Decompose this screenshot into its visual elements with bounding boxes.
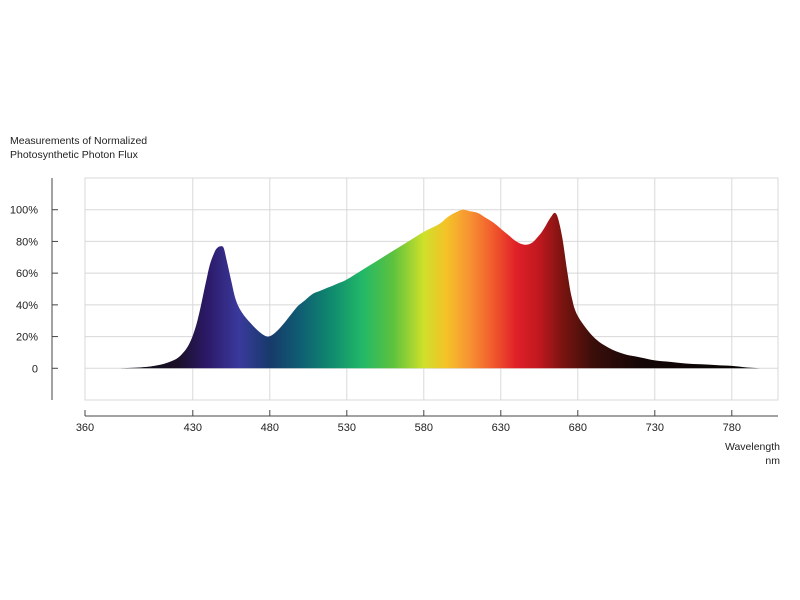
- x-tick-label: 530: [338, 422, 356, 434]
- x-axis-unit: nm: [765, 455, 780, 467]
- plot-frame: [84, 177, 779, 401]
- chart-title: Measurements of Normalized Photosyntheti…: [10, 135, 148, 161]
- x-tick-label: 630: [492, 422, 510, 434]
- y-tick-label: 20%: [16, 332, 38, 344]
- x-tick-label: 680: [569, 422, 587, 434]
- y-tick-label: 100%: [10, 205, 38, 217]
- x-tick-label: 730: [646, 422, 664, 434]
- x-tick-label: 580: [415, 422, 433, 434]
- y-tick-label: 60%: [16, 268, 38, 280]
- y-tick-label: 0: [32, 363, 38, 375]
- x-tick-label: 430: [184, 422, 202, 434]
- y-tick-label: 80%: [16, 236, 38, 248]
- x-axis-label: Wavelength: [724, 441, 780, 453]
- x-tick-label: 780: [723, 422, 741, 434]
- y-tick-label: 40%: [16, 300, 38, 312]
- axes: [51, 178, 778, 417]
- x-tick-label: 360: [76, 422, 94, 434]
- plot-area: [115, 209, 763, 369]
- spectrum-area-series-0: [115, 209, 763, 369]
- tick-labels: 0 20% 40% 60% 80% 100% 360 430 480 530 580 630 680 73…: [10, 205, 741, 434]
- x-tick-label: 480: [261, 422, 279, 434]
